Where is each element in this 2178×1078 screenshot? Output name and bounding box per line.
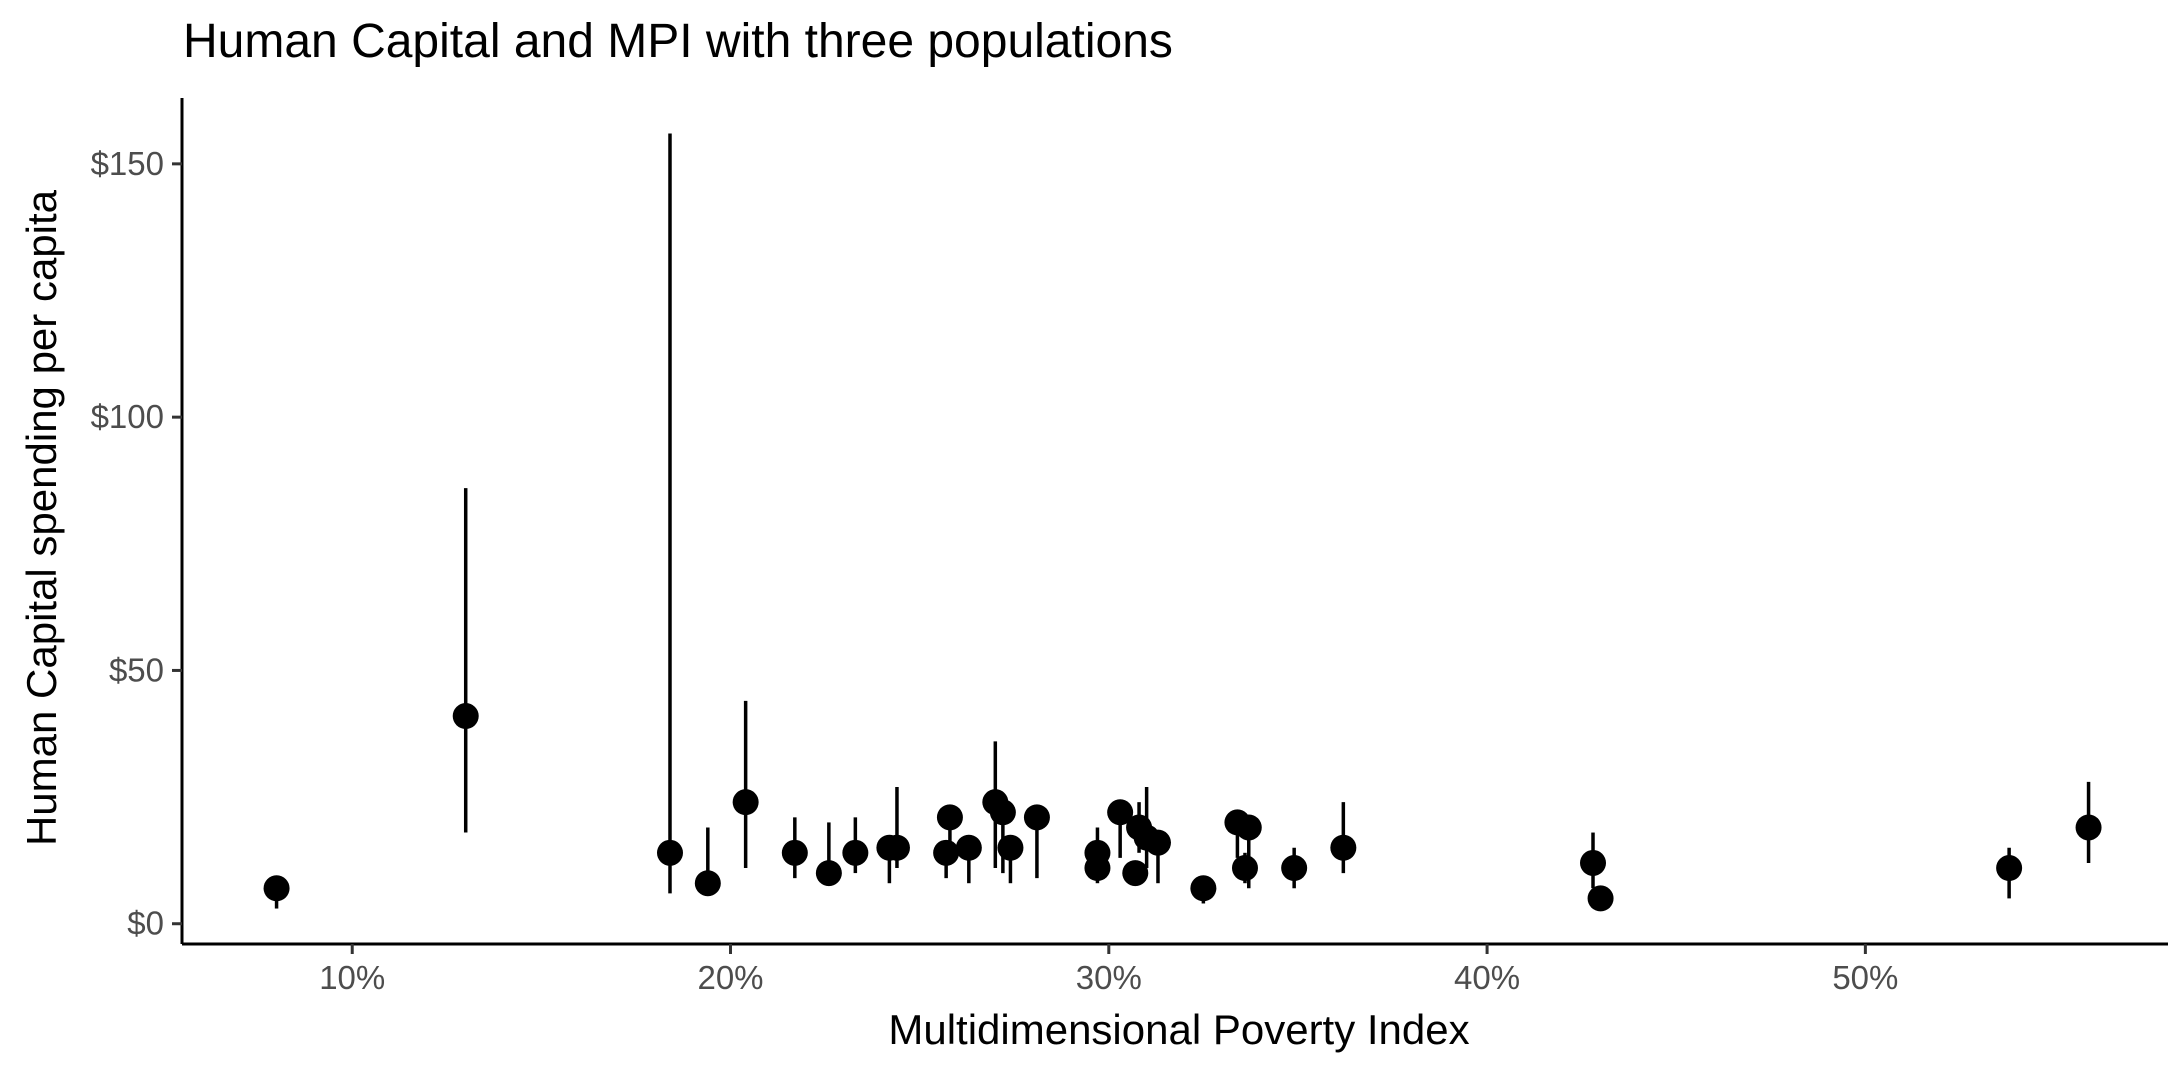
y-tick-label: $150 <box>91 145 164 182</box>
data-point <box>815 860 842 887</box>
data-point <box>1144 829 1171 856</box>
data-point <box>656 839 683 866</box>
data-point <box>1231 855 1258 882</box>
data-point <box>781 839 808 866</box>
data-point <box>1023 804 1050 831</box>
data-point <box>263 875 290 902</box>
y-tick-label: $0 <box>127 905 164 942</box>
data-point <box>1330 834 1357 861</box>
data-point <box>1107 799 1134 826</box>
data-point <box>997 834 1024 861</box>
data-point <box>1235 814 1262 841</box>
data-point <box>1190 875 1217 902</box>
data-point <box>933 839 960 866</box>
y-tick-label: $100 <box>91 398 164 435</box>
data-point <box>452 703 479 730</box>
x-axis-title: Multidimensional Poverty Index <box>888 1006 1470 1053</box>
y-tick-label: $50 <box>109 651 164 688</box>
x-tick-label: 20% <box>697 959 763 996</box>
data-point <box>955 834 982 861</box>
x-tick-label: 10% <box>319 959 385 996</box>
data-point <box>1122 860 1149 887</box>
x-tick-label: 50% <box>1832 959 1898 996</box>
data-point <box>842 839 869 866</box>
x-tick-label: 40% <box>1454 959 1520 996</box>
data-point <box>1587 885 1614 912</box>
data-point <box>1281 855 1308 882</box>
data-point <box>732 789 759 816</box>
data-point <box>989 799 1016 826</box>
chart-title: Human Capital and MPI with three populat… <box>183 15 1173 68</box>
data-point <box>1580 849 1607 876</box>
data-point <box>1996 855 2023 882</box>
data-point <box>694 870 721 897</box>
data-point <box>936 804 963 831</box>
data-point <box>1084 839 1111 866</box>
x-tick-label: 30% <box>1076 959 1142 996</box>
data-point <box>883 834 910 861</box>
data-point <box>2075 814 2102 841</box>
